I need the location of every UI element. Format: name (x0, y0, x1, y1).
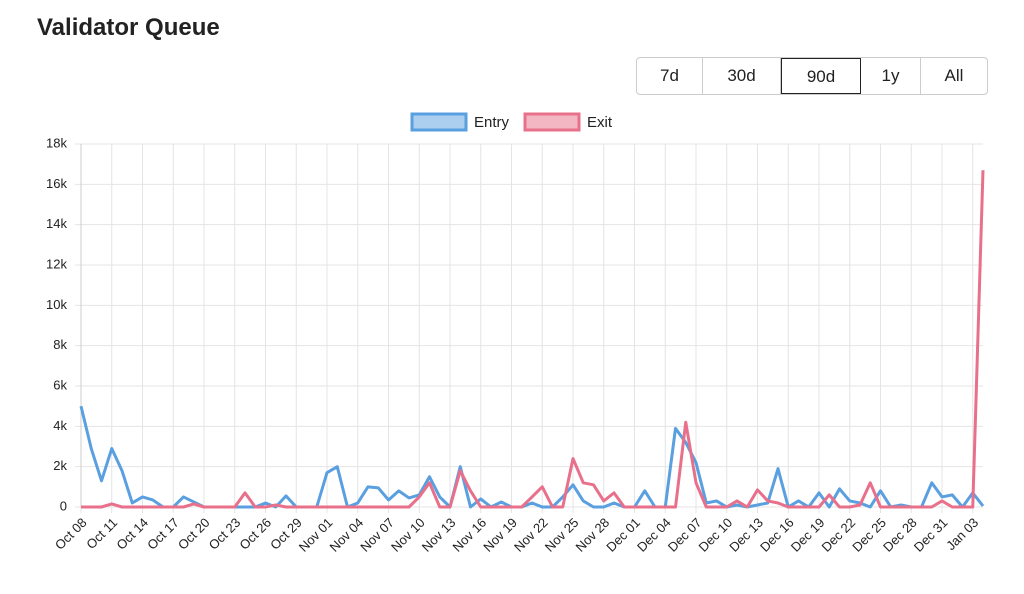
x-tick-label: Nov 25 (542, 515, 582, 555)
range-button[interactable]: 30d (703, 58, 781, 94)
y-tick-label: 8k (53, 337, 67, 352)
y-tick-label: 10k (46, 297, 67, 312)
legend-swatch (523, 112, 581, 132)
y-tick-label: 18k (46, 135, 67, 150)
x-tick-label: Jan 03 (943, 515, 981, 553)
x-tick-label: Dec 25 (849, 515, 889, 555)
range-button[interactable]: 90d (781, 58, 861, 94)
x-tick-label: Nov 04 (327, 515, 367, 555)
x-tick-label: Oct 17 (144, 515, 182, 553)
y-tick-label: 4k (53, 418, 67, 433)
x-tick-label: Dec 22 (819, 515, 859, 555)
x-tick-label: Oct 26 (236, 515, 274, 553)
x-tick-label: Dec 10 (696, 515, 736, 555)
range-button[interactable]: 1y (861, 58, 921, 94)
y-tick-label: 12k (46, 256, 67, 271)
x-tick-label: Nov 16 (450, 515, 490, 555)
legend-item: Entry (410, 112, 510, 132)
y-tick-label: 16k (46, 176, 67, 191)
series-line (81, 170, 985, 509)
y-tick-label: 6k (53, 377, 67, 392)
legend-label: Exit (587, 114, 613, 131)
series-line (79, 405, 985, 509)
x-tick-label: Dec 19 (788, 515, 828, 555)
x-tick-label: Oct 11 (83, 515, 120, 552)
y-tick-label: 2k (53, 458, 67, 473)
x-tick-label: Nov 13 (419, 515, 459, 555)
x-tick-label: Nov 10 (388, 515, 428, 555)
x-tick-label: Oct 23 (206, 515, 244, 553)
page-title: Validator Queue (37, 14, 220, 41)
x-tick-label: Dec 31 (911, 515, 951, 555)
range-button[interactable]: All (944, 66, 964, 85)
legend-label: Entry (474, 114, 510, 131)
x-tick-label: Dec 13 (726, 515, 766, 555)
x-tick-label: Dec 04 (634, 515, 674, 555)
legend-swatch (410, 112, 468, 132)
x-tick-label: Nov 19 (480, 515, 520, 555)
legend-item: Exit (523, 112, 613, 132)
x-tick-label: Nov 28 (573, 515, 613, 555)
range-button[interactable]: 7d (637, 58, 703, 94)
x-tick-label: Oct 20 (175, 515, 213, 553)
x-tick-label: Dec 16 (757, 515, 797, 555)
x-tick-label: Nov 01 (296, 515, 336, 555)
x-tick-label: Dec 01 (603, 515, 643, 555)
x-tick-label: Oct 14 (113, 515, 151, 553)
y-tick-label: 14k (46, 216, 67, 231)
x-tick-label: Dec 07 (665, 515, 705, 555)
x-tick-label: Dec 28 (880, 515, 920, 555)
y-tick-label: 0 (60, 498, 67, 513)
x-tick-label: Nov 07 (357, 515, 397, 555)
range-selector: 7d 30d 90d 1y All (636, 57, 988, 95)
x-tick-label: Oct 08 (52, 515, 90, 553)
x-tick-label: Nov 22 (511, 515, 551, 555)
